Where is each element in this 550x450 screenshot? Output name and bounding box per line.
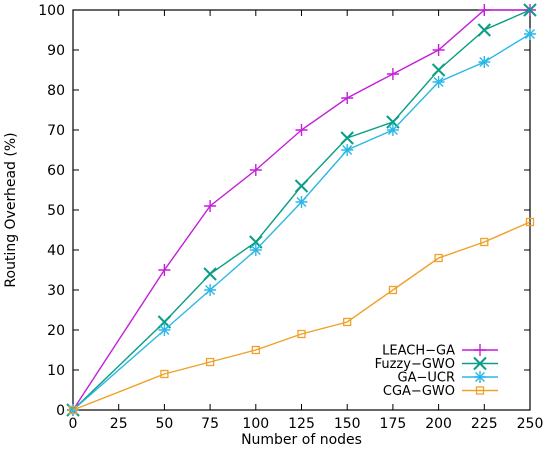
data-point-cga-gwo	[251, 345, 260, 355]
y-tick-label: 90	[47, 43, 65, 59]
data-point-ga-ucr	[478, 56, 491, 68]
y-tick-label: 30	[47, 283, 65, 299]
x-tick-label: 225	[471, 416, 498, 432]
series-ga-ucr	[67, 28, 536, 416]
x-tick-label: 75	[201, 416, 219, 432]
x-tick-label: 0	[69, 416, 78, 432]
legend-item-leach-ga: LEACH−GA	[382, 344, 498, 359]
series-cga-gwo	[68, 217, 535, 415]
series-line-ga-ucr	[72, 33, 531, 411]
series-line-cga-gwo	[72, 221, 531, 411]
series-group	[66, 3, 537, 417]
y-tick-label: 50	[47, 203, 65, 219]
x-tick-label: 150	[334, 416, 361, 432]
y-tick-label: 20	[47, 323, 65, 339]
legend-label: GA−UCR	[398, 371, 455, 386]
data-point-fuzzy-gwo	[477, 23, 492, 37]
legend-label: Fuzzy−GWO	[375, 357, 455, 372]
data-point-fuzzy-gwo	[203, 267, 217, 281]
data-point-cga-gwo	[525, 217, 535, 227]
legend-marker	[473, 356, 487, 371]
y-tick-label: 100	[38, 3, 65, 19]
legend-marker	[474, 371, 486, 383]
x-tick-label: 250	[517, 416, 544, 432]
x-tick-label: 175	[380, 416, 407, 432]
data-point-ga-ucr	[524, 28, 536, 40]
legend-item-ga-ucr: GA−UCR	[398, 371, 498, 386]
y-tick-label: 10	[47, 363, 65, 379]
x-axis-title: Number of nodes	[241, 432, 362, 448]
data-point-fuzzy-gwo	[340, 131, 354, 145]
x-tick-label: 200	[425, 416, 452, 432]
data-point-cga-gwo	[434, 253, 443, 263]
data-point-leach-ga	[249, 164, 262, 176]
x-tick-label: 25	[110, 416, 128, 432]
data-point-leach-ga	[341, 92, 354, 104]
data-point-leach-ga	[386, 68, 399, 80]
data-point-ga-ucr	[386, 124, 399, 136]
legend-item-fuzzy-gwo: Fuzzy−GWO	[375, 356, 498, 372]
data-point-cga-gwo	[388, 285, 398, 295]
legend-marker	[474, 344, 486, 356]
y-tick-label: 70	[47, 123, 65, 139]
data-point-cga-gwo	[343, 317, 352, 327]
data-point-ga-ucr	[341, 144, 354, 156]
data-point-ga-ucr	[295, 196, 308, 208]
legend-item-cga-gwo: CGA−GWO	[383, 384, 498, 399]
data-point-ga-ucr	[158, 324, 171, 336]
data-point-cga-gwo	[68, 405, 78, 415]
data-point-leach-ga	[478, 4, 491, 16]
y-tick-label: 40	[47, 243, 65, 259]
legend-label: CGA−GWO	[383, 384, 455, 399]
data-point-cga-gwo	[297, 329, 306, 339]
data-point-leach-ga	[158, 264, 171, 276]
data-point-cga-gwo	[480, 237, 489, 247]
y-tick-label: 60	[47, 163, 65, 179]
data-point-fuzzy-gwo	[431, 63, 446, 77]
data-point-cga-gwo	[205, 357, 215, 367]
data-point-ga-ucr	[204, 284, 217, 296]
x-tick-label: 50	[155, 416, 173, 432]
y-tick-label: 80	[47, 83, 65, 99]
series-line-fuzzy-gwo	[72, 9, 531, 411]
legend-label: LEACH−GA	[382, 344, 455, 359]
data-point-leach-ga	[432, 44, 445, 56]
y-axis-title: Routing Overhead (%)	[3, 132, 19, 287]
data-point-leach-ga	[295, 124, 308, 136]
data-point-ga-ucr	[432, 76, 445, 88]
data-point-fuzzy-gwo	[523, 3, 537, 17]
data-point-cga-gwo	[160, 369, 169, 379]
series-line-leach-ga	[72, 9, 530, 411]
x-tick-label: 100	[242, 416, 269, 432]
tick-labels: 0 25 50 75 100 125 150 175 200 225 250 0 10 20 30 40 50 6…	[38, 3, 543, 432]
legend-marker	[475, 386, 485, 395]
data-point-ga-ucr	[249, 244, 262, 256]
x-tick-label: 125	[288, 416, 315, 432]
data-point-leach-ga	[204, 200, 217, 212]
data-point-fuzzy-gwo	[294, 179, 309, 193]
y-tick-label: 0	[56, 403, 65, 419]
